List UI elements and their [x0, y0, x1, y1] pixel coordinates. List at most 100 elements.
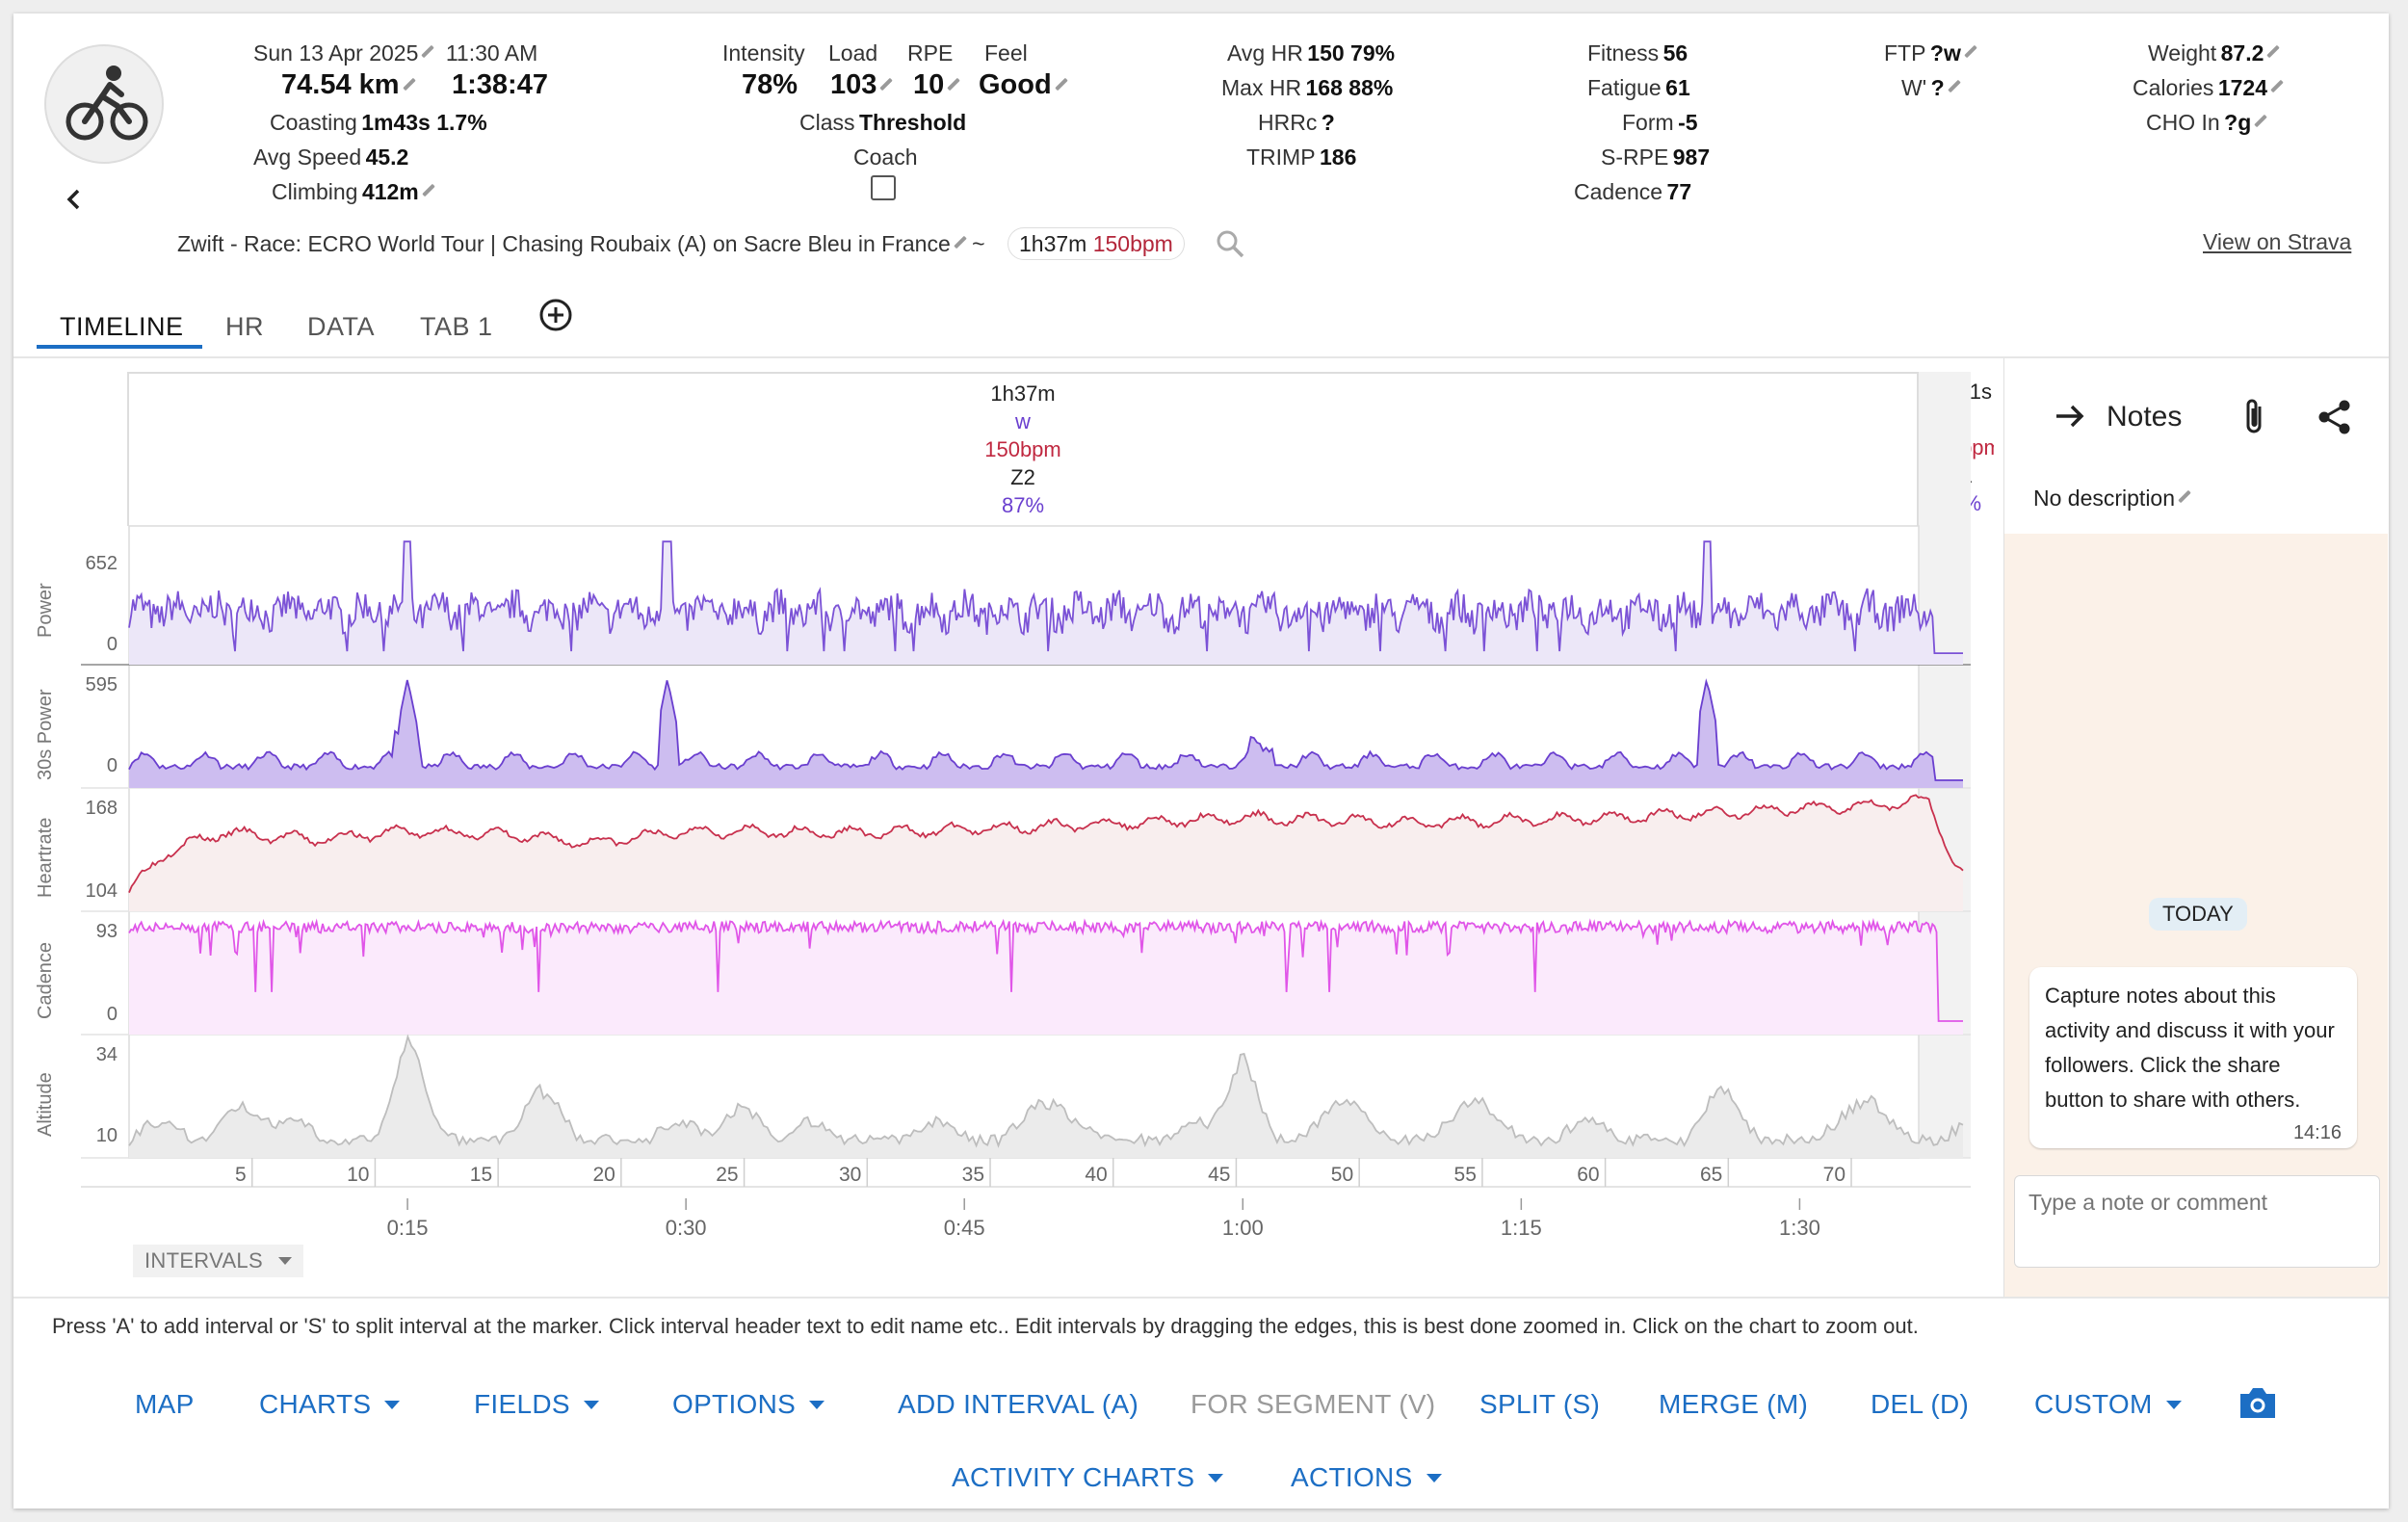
edit-icon[interactable] — [420, 45, 433, 59]
edit-icon[interactable] — [2253, 115, 2266, 128]
today-badge: TODAY — [2149, 898, 2247, 931]
time-tick-label: 0:15 — [387, 1216, 429, 1240]
coasting-label: Coasting — [270, 110, 357, 135]
add-interval-button[interactable]: ADD INTERVAL (A) — [898, 1389, 1139, 1419]
trimp-value: 186 — [1320, 144, 1357, 170]
map-button[interactable]: MAP — [135, 1389, 195, 1419]
charts-menu-button[interactable]: CHARTS — [259, 1389, 401, 1420]
activity-card: Sun 13 Apr 2025 11:30 AM 74.54 km 1:38:4… — [13, 13, 2389, 1509]
feel-value[interactable]: Good — [979, 69, 1052, 100]
rpe-value[interactable]: 10 — [913, 69, 945, 100]
weight-value[interactable]: 87.2 — [2220, 40, 2264, 66]
share-button[interactable] — [2315, 397, 2355, 437]
max-hr-label: Max HR — [1221, 75, 1302, 100]
options-label: OPTIONS — [672, 1389, 797, 1419]
cho-value[interactable]: ?g — [2224, 110, 2252, 135]
interval-header[interactable]: 1h37m w 150bpm Z2 87% — [127, 372, 1919, 526]
activity-name[interactable]: Zwift - Race: ECRO World Tour | Chasing … — [177, 231, 951, 256]
edit-icon[interactable] — [1963, 45, 1976, 59]
power-series-line — [128, 540, 1963, 654]
notes-description[interactable]: No description — [2033, 485, 2176, 511]
split-button[interactable]: SPLIT (S) — [1479, 1389, 1601, 1419]
p30-series-line — [128, 678, 1963, 781]
add-tab-button[interactable] — [537, 297, 574, 333]
actions-menu-button[interactable]: ACTIONS — [1291, 1462, 1442, 1493]
edit-icon[interactable] — [1054, 78, 1067, 92]
bottom-divider — [13, 1297, 2389, 1299]
custom-menu-button[interactable]: CUSTOM — [2034, 1389, 2182, 1420]
search-icon — [1217, 230, 1244, 258]
collapse-notes-button[interactable] — [2051, 397, 2089, 435]
interval-percent: 87% — [1001, 493, 1045, 517]
edit-icon[interactable] — [2177, 490, 2190, 504]
feel-label: Feel — [984, 40, 1028, 66]
intervals-label: INTERVALS — [144, 1248, 263, 1273]
activity-charts-menu-button[interactable]: ACTIVITY CHARTS — [952, 1462, 1224, 1493]
coach-checkbox[interactable] — [871, 175, 896, 200]
km-tick-label: 30 — [839, 1164, 861, 1186]
form-value: -5 — [1678, 110, 1698, 135]
edit-icon[interactable] — [2265, 45, 2279, 59]
wprime-value[interactable]: ? — [1930, 75, 1945, 100]
fields-label: FIELDS — [474, 1389, 570, 1419]
tab-hr[interactable]: HR — [225, 312, 264, 341]
distance-value: 74.54 km — [281, 69, 400, 100]
fitness-label: Fitness — [1587, 40, 1660, 66]
back-button[interactable] — [60, 185, 89, 214]
edit-icon[interactable] — [402, 78, 415, 92]
ftp-value[interactable]: ?w — [1929, 40, 1961, 66]
activity-charts-label: ACTIVITY CHARTS — [952, 1462, 1195, 1492]
camera-icon — [2240, 1388, 2275, 1418]
interval-chip[interactable]: 1h37m 150bpm — [1008, 227, 1185, 260]
edit-icon[interactable] — [953, 236, 966, 249]
tab-timeline[interactable]: TIMELINE — [60, 312, 184, 341]
timeline-plot[interactable]: 5 10 15 20 25 30 35 40 45 50 55 60 65 700:15 0:30 0:45 1… — [13, 358, 2003, 1297]
note-input[interactable] — [2014, 1175, 2380, 1268]
edit-icon[interactable] — [2269, 80, 2283, 93]
p30-axis-min: 0 — [106, 755, 118, 776]
view-on-strava-link[interactable]: View on Strava — [2203, 229, 2352, 254]
heartrate-series-area — [129, 795, 1963, 911]
edit-icon[interactable] — [946, 78, 959, 92]
edit-icon[interactable] — [421, 184, 434, 197]
cad-axis-max: 93 — [95, 921, 118, 942]
alt-axis-min: 10 — [95, 1125, 118, 1146]
options-menu-button[interactable]: OPTIONS — [672, 1389, 825, 1420]
search-button[interactable] — [1214, 227, 1246, 260]
delete-button[interactable]: DEL (D) — [1871, 1389, 1970, 1419]
avg-speed-label: Avg Speed — [253, 144, 362, 170]
attach-button[interactable] — [2236, 395, 2274, 439]
hr-axis-min: 104 — [85, 880, 118, 902]
dropdown-caret-icon — [384, 1401, 401, 1409]
note-message-text: Capture notes about this activity and di… — [2045, 984, 2335, 1112]
ftp-label: FTP — [1884, 40, 1926, 66]
timeline-chart[interactable]: 1h37m w 150bpm Z2 87% 2m21s w 119bpm Z1 … — [13, 358, 2003, 1297]
arrow-right-icon — [2056, 405, 2084, 428]
cho-label: CHO In — [2146, 110, 2220, 135]
power-axis-max: 652 — [85, 553, 118, 574]
tab-tab1[interactable]: TAB 1 — [420, 312, 493, 341]
p30-series-area — [129, 680, 1963, 788]
srpe-value: 987 — [1672, 144, 1711, 170]
intervals-dropdown[interactable]: INTERVALS — [133, 1245, 304, 1277]
screenshot-button[interactable] — [2237, 1381, 2279, 1424]
calories-value[interactable]: 1724 — [2217, 75, 2267, 100]
edit-icon[interactable] — [878, 78, 892, 92]
climbing-value[interactable]: 412m — [361, 179, 419, 204]
dropdown-caret-icon — [1426, 1474, 1442, 1483]
load-value[interactable]: 103 — [830, 69, 877, 100]
activity-date[interactable]: Sun 13 Apr 2025 — [253, 40, 419, 66]
edit-icon[interactable] — [1947, 80, 1960, 93]
notes-panel: Notes No description TODAY Capture notes… — [2003, 358, 2389, 1297]
fields-menu-button[interactable]: FIELDS — [474, 1389, 599, 1420]
tab-data[interactable]: DATA — [307, 312, 376, 341]
merge-button[interactable]: MERGE (M) — [1659, 1389, 1809, 1419]
km-tick-label: 55 — [1454, 1164, 1477, 1186]
srpe-label: S-RPE — [1601, 144, 1669, 170]
paperclip-icon — [2246, 399, 2262, 433]
for-segment-button[interactable]: FOR SEGMENT (V) — [1191, 1389, 1436, 1419]
dropdown-caret-icon — [2165, 1401, 2182, 1409]
custom-label: CUSTOM — [2034, 1389, 2153, 1419]
km-tick-label: 25 — [716, 1164, 738, 1186]
dropdown-caret-icon — [583, 1401, 599, 1409]
